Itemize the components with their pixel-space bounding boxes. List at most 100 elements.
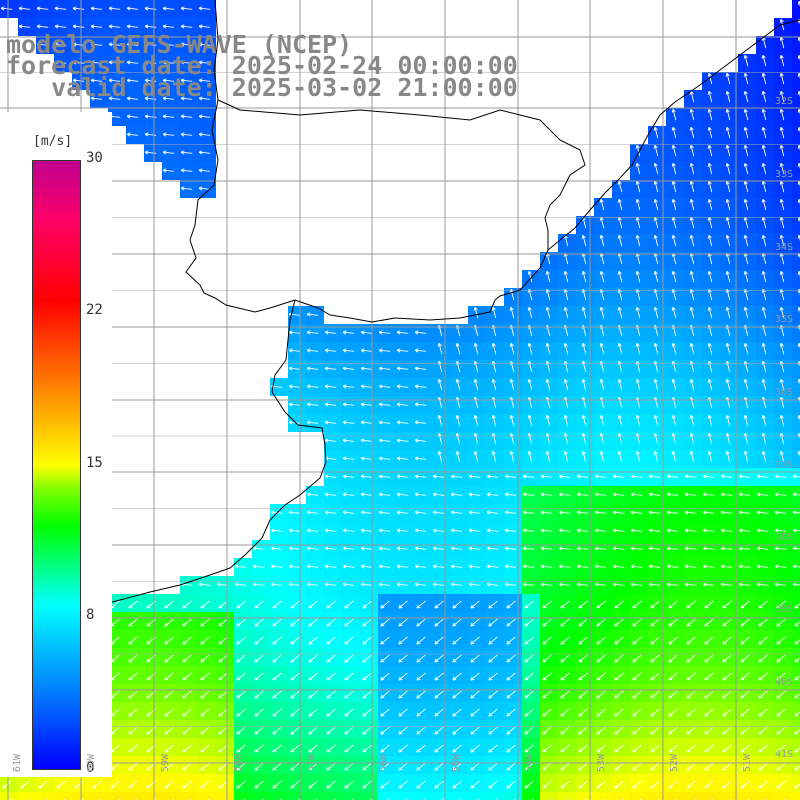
wind-arrow <box>198 42 211 47</box>
wind-arrow <box>581 450 587 463</box>
wind-arrow <box>707 72 713 85</box>
lat-label: 33S <box>775 169 794 180</box>
wind-arrow <box>686 618 696 627</box>
wind-arrow <box>761 306 767 319</box>
wind-arrow <box>326 726 336 735</box>
wind-arrow <box>342 330 355 335</box>
wind-arrow <box>288 582 301 587</box>
wind-arrow <box>725 144 731 157</box>
wind-arrow <box>473 306 479 319</box>
wind-arrow <box>126 114 139 119</box>
wind-arrow <box>270 546 283 551</box>
wind-arrow <box>689 144 695 157</box>
wind-arrow <box>180 150 193 155</box>
wind-arrow <box>776 708 786 717</box>
wind-arrow <box>542 654 552 663</box>
wind-arrow <box>288 546 301 551</box>
wind-arrow <box>524 708 534 717</box>
wind-speed-cell <box>792 720 800 738</box>
wind-arrow <box>452 780 462 789</box>
wind-arrow <box>470 744 480 753</box>
wind-speed-cell <box>216 792 234 800</box>
wind-arrow <box>797 306 800 313</box>
wind-arrow <box>468 564 481 569</box>
wind-arrow <box>725 180 731 193</box>
wind-arrow <box>362 708 372 717</box>
wind-arrow <box>468 582 481 587</box>
wind-speed-cell <box>774 792 792 800</box>
lat-label: 34S <box>775 242 794 253</box>
wind-arrow <box>722 636 732 645</box>
wind-arrow <box>488 762 498 771</box>
wind-arrow <box>452 708 462 717</box>
wind-arrow <box>414 564 427 569</box>
wind-arrow <box>396 438 409 443</box>
wind-arrow <box>558 582 571 587</box>
wind-arrow <box>486 582 499 587</box>
wind-speed-cell <box>792 288 800 306</box>
wind-speed-cell <box>792 162 800 180</box>
wind-arrow <box>254 762 264 771</box>
wind-arrow <box>779 198 785 211</box>
wind-arrow <box>20 780 30 789</box>
wind-arrow <box>707 306 713 319</box>
wind-arrow <box>128 708 138 717</box>
wind-arrow <box>0 6 13 11</box>
wind-arrow <box>756 582 769 587</box>
wind-arrow <box>689 342 695 355</box>
wind-arrow <box>306 582 319 587</box>
wind-arrow <box>797 360 800 367</box>
colorbar-unit-label: [m/s] <box>33 134 73 149</box>
wind-arrow <box>398 780 408 789</box>
wind-arrow <box>396 492 409 497</box>
wind-arrow <box>671 144 677 157</box>
wind-arrow <box>671 270 677 283</box>
wind-arrow <box>653 180 659 193</box>
wind-arrow <box>776 618 786 627</box>
wind-arrow <box>306 330 319 335</box>
wind-arrow <box>794 603 800 609</box>
wind-arrow <box>342 546 355 551</box>
wind-arrow <box>414 582 427 587</box>
wind-speed-cell <box>594 792 612 800</box>
wind-speed-cell <box>684 792 702 800</box>
wind-arrow <box>542 762 552 771</box>
wind-arrow <box>380 618 390 627</box>
wind-arrow <box>254 672 264 681</box>
wind-arrow <box>725 126 731 139</box>
wind-speed-cell <box>792 756 800 774</box>
wind-arrow <box>653 414 659 427</box>
wind-arrow <box>434 708 444 717</box>
wind-arrow <box>72 6 85 11</box>
wind-arrow <box>506 672 516 681</box>
wind-arrow <box>779 414 785 427</box>
wind-speed-cell <box>792 360 800 378</box>
wind-arrow <box>506 654 516 663</box>
wind-arrow <box>288 564 301 569</box>
wind-arrow <box>455 450 461 463</box>
wind-arrow <box>524 654 534 663</box>
wind-arrow <box>344 636 354 645</box>
wind-arrow <box>506 690 516 699</box>
wind-arrow <box>396 384 409 389</box>
wind-arrow <box>491 450 497 463</box>
wind-arrow <box>560 600 570 609</box>
wind-arrow <box>164 762 174 771</box>
wind-arrow <box>198 132 211 137</box>
wind-arrow <box>198 96 211 101</box>
wind-arrow <box>758 600 768 609</box>
wind-arrow <box>542 708 552 717</box>
wind-arrow <box>632 744 642 753</box>
wind-arrow <box>450 474 463 479</box>
wind-arrow <box>272 672 282 681</box>
wind-arrow <box>182 762 192 771</box>
wind-arrow <box>234 564 247 569</box>
wind-arrow <box>743 54 749 67</box>
wind-arrow <box>743 450 749 463</box>
wind-arrow <box>414 474 427 479</box>
wind-arrow <box>326 708 336 717</box>
wind-arrow <box>416 636 426 645</box>
wind-arrow <box>416 672 426 681</box>
wind-arrow <box>542 636 552 645</box>
wind-arrow <box>360 384 373 389</box>
